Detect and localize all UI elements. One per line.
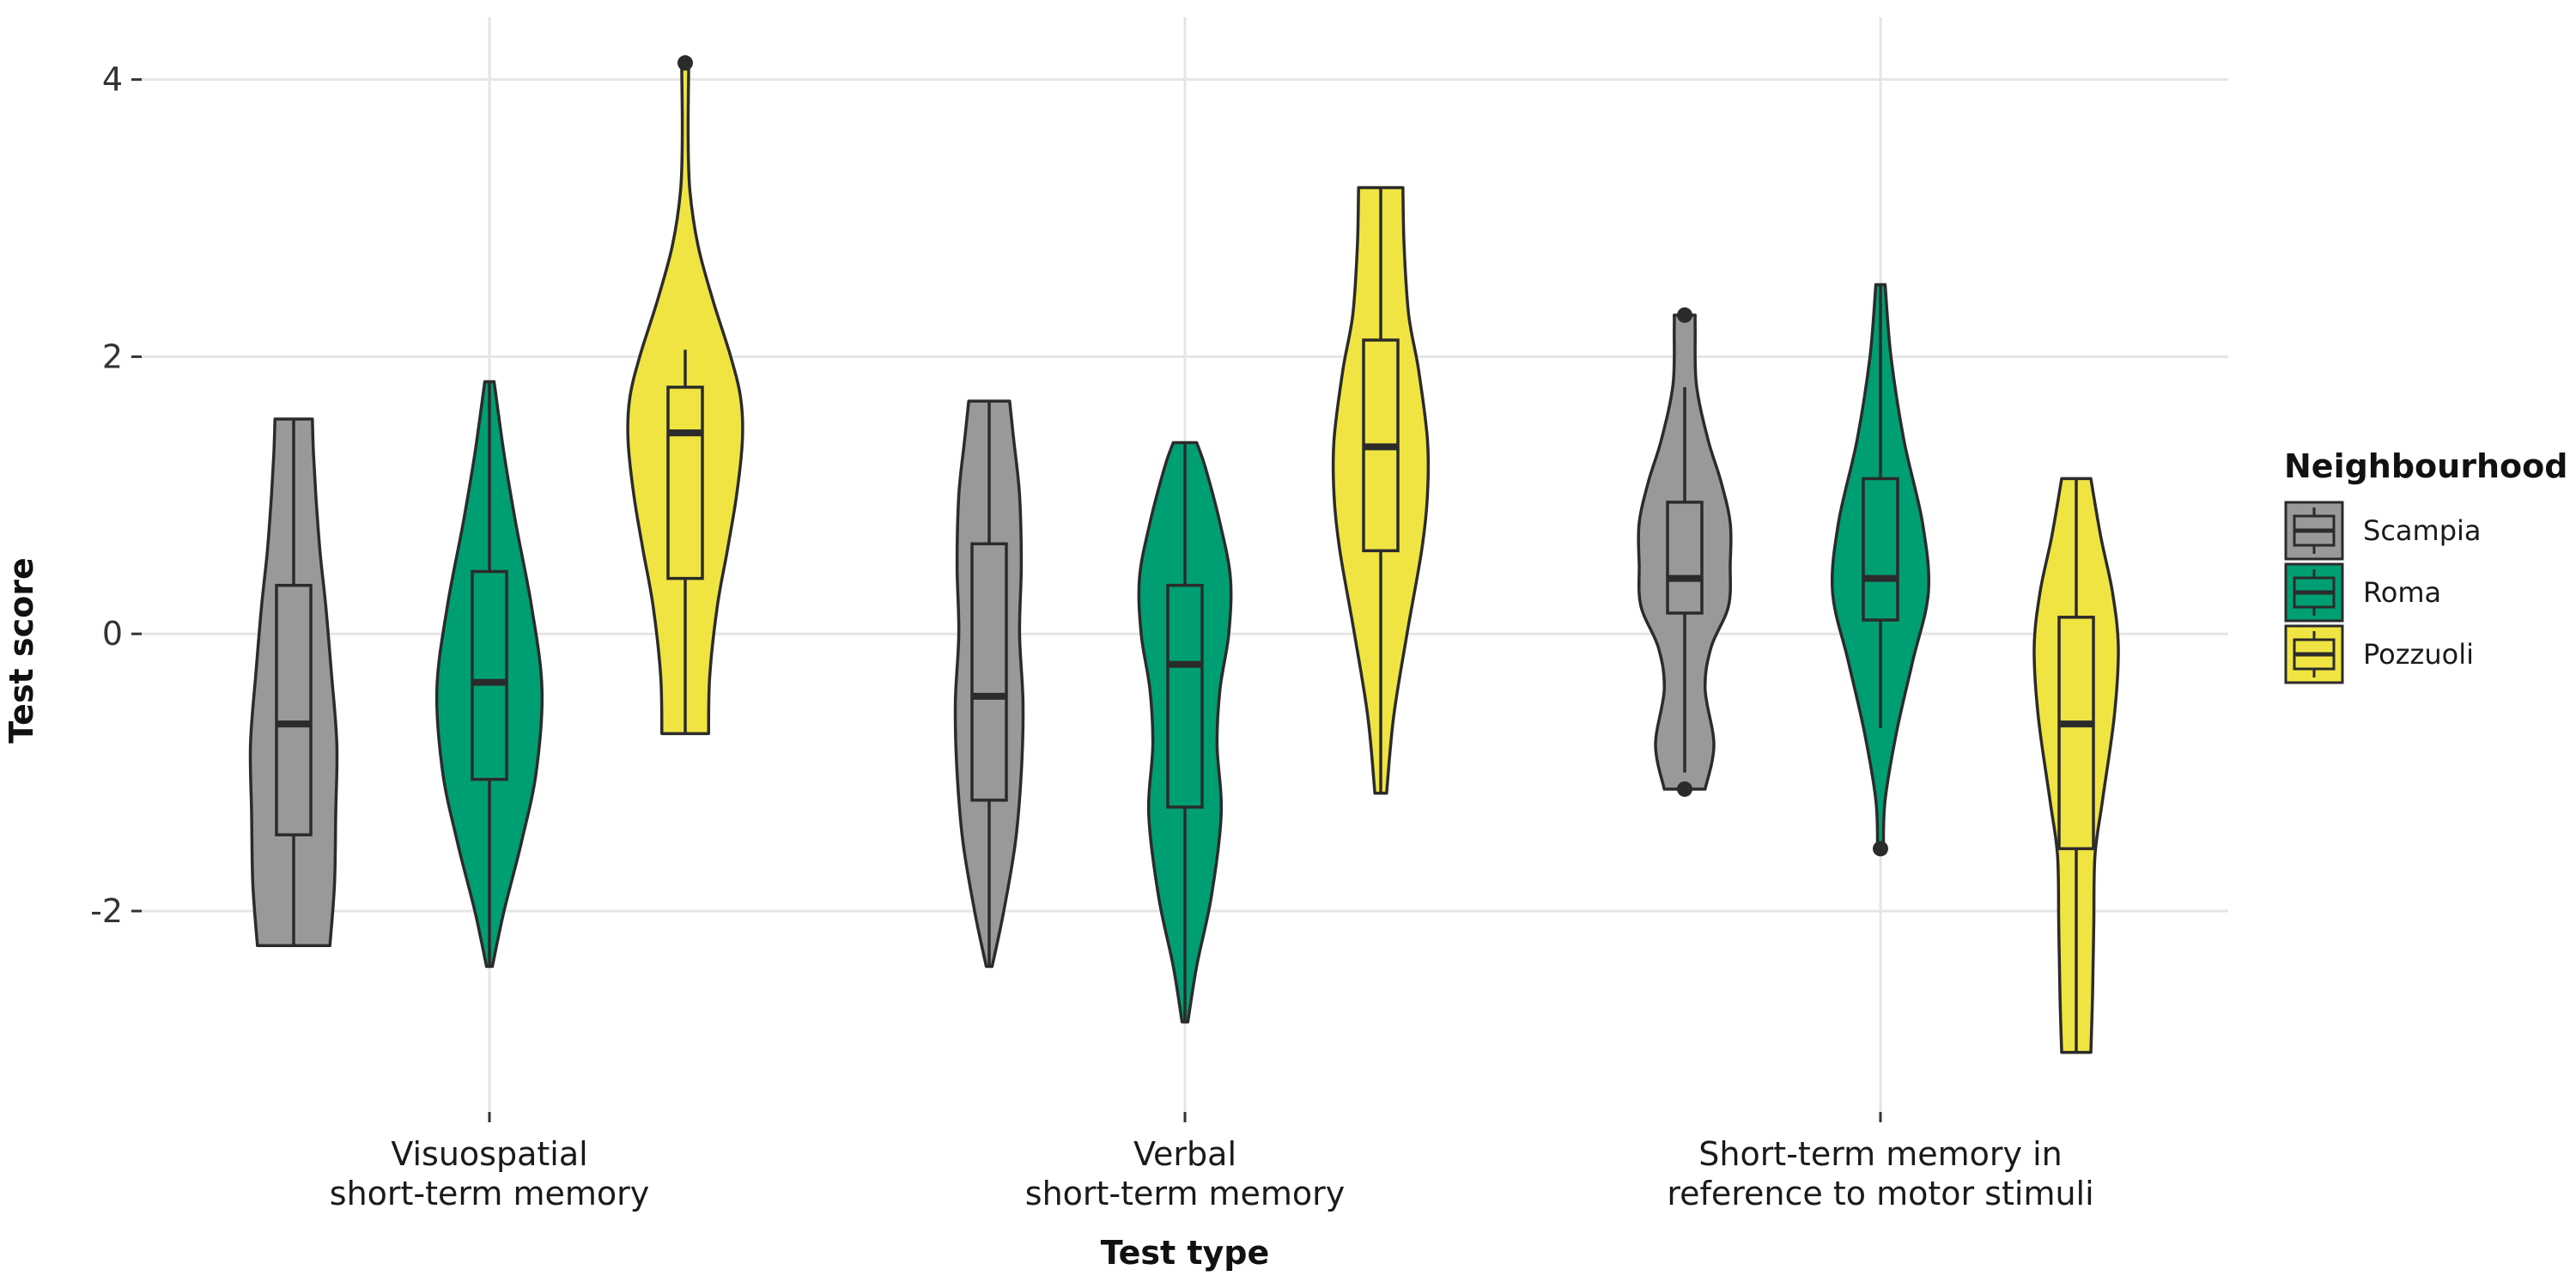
legend-items: Scampia Roma Pozzuoli (2284, 501, 2482, 684)
outlier-point (1873, 841, 1888, 857)
box-iqr (471, 569, 508, 781)
violin-scampia-1 (248, 417, 339, 948)
box-iqr (1666, 501, 1704, 615)
outlier-point (677, 55, 693, 71)
violin-scampia-3 (1637, 307, 1733, 797)
axes: 4 2 0 -2 Visuospatial short-term memory Verbal… (90, 61, 2094, 1212)
violin-pozzuoli-2 (1331, 185, 1431, 795)
y-tick-label: 0 (102, 615, 123, 653)
legend-item-pozzuoli: Pozzuoli (2284, 624, 2474, 684)
box-iqr (970, 542, 1008, 802)
legend-label: Roma (2363, 576, 2441, 609)
y-tick-label: -2 (90, 892, 123, 930)
legend-key (2284, 501, 2344, 561)
violin-roma-3 (1830, 283, 1931, 857)
box-iqr (666, 386, 704, 580)
box-iqr (275, 583, 313, 836)
outlier-point (1677, 307, 1692, 323)
violin-plot-area (248, 55, 2120, 1054)
x-tick-label: Short-term memory in reference to motor s… (1667, 1135, 2093, 1212)
x-axis-title: Test type (1101, 1234, 1270, 1272)
box-iqr (2057, 616, 2095, 851)
violin-pozzuoli-3 (2032, 477, 2120, 1054)
legend-key (2284, 562, 2344, 623)
y-tick-label: 4 (102, 61, 123, 99)
x-tick-label: Verbal short-term memory (1025, 1135, 1345, 1212)
violin-roma-1 (434, 380, 544, 969)
outlier-point (1677, 781, 1692, 797)
x-tick-label: Visuospatial short-term memory (330, 1135, 649, 1212)
legend-key (2284, 624, 2344, 684)
violin-pozzuoli-1 (626, 55, 744, 736)
legend-item-scampia: Scampia (2284, 501, 2482, 561)
violin-scampia-2 (953, 399, 1025, 969)
box-iqr (1166, 583, 1204, 809)
legend-label: Scampia (2363, 514, 2482, 547)
legend-title: Neighbourhood (2284, 447, 2567, 485)
violin-roma-2 (1137, 440, 1233, 1024)
legend: Neighbourhood Scampia Roma Pozzuoli (2284, 447, 2567, 684)
legend-item-roma: Roma (2284, 562, 2441, 623)
box-iqr (1862, 477, 1899, 622)
y-tick-label: 2 (102, 337, 123, 375)
legend-label: Pozzuoli (2363, 638, 2474, 671)
y-axis-title: Test score (3, 557, 40, 743)
